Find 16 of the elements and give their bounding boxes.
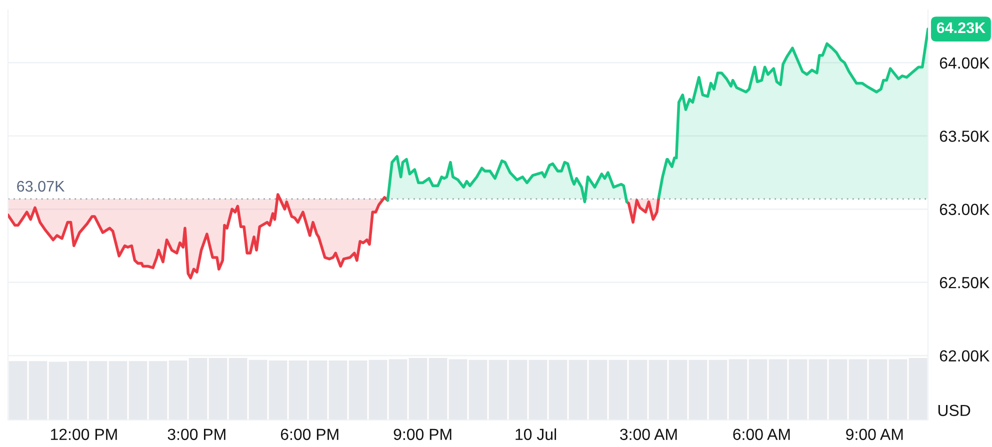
y-tick-label: 62.00K xyxy=(940,350,990,362)
x-tick-label: 9:00 PM xyxy=(394,428,452,440)
y-tick-label: 63.50K xyxy=(940,130,990,142)
x-tick-label: 9:00 AM xyxy=(846,428,903,440)
x-tick-label: 6:00 AM xyxy=(733,428,790,440)
x-tick-label: 12:00 PM xyxy=(50,428,117,440)
x-tick-label: 10 Jul xyxy=(516,428,556,440)
y-tick-label: 63.00K xyxy=(940,204,990,216)
x-tick-label: 3:00 PM xyxy=(168,428,226,440)
x-tick-label: 6:00 PM xyxy=(280,428,338,440)
y-axis-title: USD xyxy=(938,404,970,416)
ref-line-label: 63.07K xyxy=(17,180,65,192)
annotation: 64.23K xyxy=(936,22,986,34)
y-tick-label: 62.50K xyxy=(940,276,990,288)
x-tick-label: 3:00 AM xyxy=(620,428,677,440)
y-tick-label: 64.00K xyxy=(940,57,990,69)
